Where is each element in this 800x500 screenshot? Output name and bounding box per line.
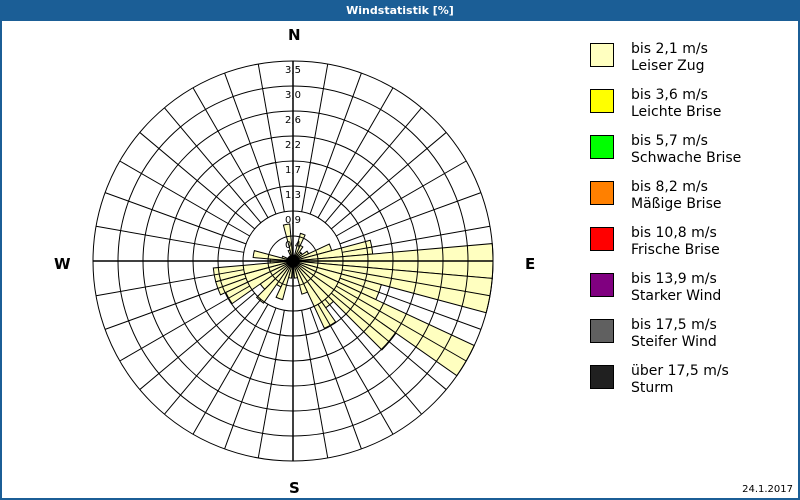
grid-spoke [309,307,362,450]
grid-spoke [139,292,256,390]
grid-spoke [301,310,329,459]
radial-tick-label: 3,5 [285,65,301,76]
grid-spoke [164,298,262,415]
legend-swatch [590,273,614,297]
grid-spoke [119,285,250,362]
compass-south-label: S [289,479,300,497]
radial-tick-label: 2,2 [285,140,301,151]
legend-label: Leichte Brise [631,104,722,120]
legend-swatch [590,181,614,205]
grid-spoke [301,63,329,212]
legend-range: bis 8,2 m/s [631,179,708,195]
legend-label: Steifer Wind [631,334,717,350]
radial-tick-label: 1,7 [285,165,301,176]
grid-spoke [95,269,244,297]
radial-tick-label: 1,3 [285,190,301,201]
compass-north-label: N [288,26,301,44]
grid-spoke [192,87,269,218]
center-point [289,257,297,265]
grid-spoke [139,132,256,230]
legend-range: über 17,5 m/s [631,363,729,379]
grid-spoke [309,72,362,215]
grid-spoke [324,298,422,415]
grid-spoke [330,132,447,230]
legend-swatch [590,89,614,113]
legend-swatch [590,319,614,343]
legend-range: bis 13,9 m/s [631,271,717,287]
grid-spoke [342,269,491,297]
date-label: 24.1.2017 [742,484,793,495]
grid-spoke [192,304,269,435]
legend-range: bis 2,1 m/s [631,41,708,57]
grid-spoke [104,192,247,245]
legend-label: Starker Wind [631,288,722,304]
legend-range: bis 10,8 m/s [631,225,717,241]
window-title: Windstatistik [%] [346,4,454,17]
chart-panel: 0,4 0,9 1,3 1,7 2,2 2,6 3,0 3,5 N E S W bis 2,1… [2,21,798,498]
legend-label: Schwache Brise [631,150,742,166]
legend-label: Sturm [631,380,674,396]
wind-petal [292,260,309,295]
legend-swatch [590,365,614,389]
compass-east-label: E [525,255,536,273]
grid-spoke [330,292,447,390]
legend-range: bis 17,5 m/s [631,317,717,333]
grid-spoke [336,160,467,237]
grid-spoke [339,277,482,330]
grid-spoke [224,72,277,215]
radial-tick-label: 3,0 [285,90,301,101]
radial-tick-label: 2,6 [285,115,301,126]
grid-spoke [317,304,394,435]
grid-spoke [257,63,285,212]
radial-tick-label: 0,9 [285,215,301,226]
legend-label: Mäßige Brise [631,196,722,212]
legend-range: bis 3,6 m/s [631,87,708,103]
legend-range: bis 5,7 m/s [631,133,708,149]
legend-swatch [590,227,614,251]
wind-petal [282,223,294,262]
legend-label: Frische Brise [631,242,720,258]
wind-rose-chart: 0,4 0,9 1,3 1,7 2,2 2,6 3,0 3,5 [92,60,494,462]
compass-west-label: W [54,255,71,273]
grid-spoke [336,285,467,362]
grid-spoke [342,225,491,253]
grid-spoke [317,87,394,218]
radial-tick-label: 0,4 [285,240,301,251]
grid-spoke [224,307,277,450]
grid-spoke [257,310,285,459]
wind-petal [292,260,299,279]
grid-spoke [164,107,262,224]
legend-label: Leiser Zug [631,58,705,74]
grid-spoke [119,160,250,237]
grid-spoke [339,192,482,245]
legend-swatch [590,43,614,67]
legend-swatch [590,135,614,159]
grid-spoke [95,225,244,253]
grid-spoke [324,107,422,224]
grid-spoke [104,277,247,330]
